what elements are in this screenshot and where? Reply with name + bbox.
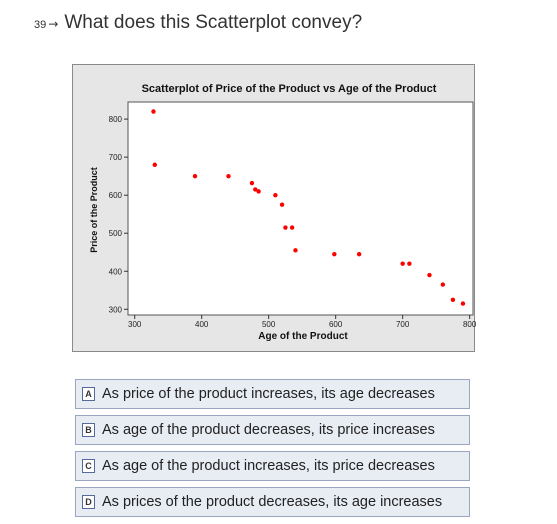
choice-a-text: As price of the product increases, its a… xyxy=(102,386,435,402)
y-tick-label: 600 xyxy=(109,191,123,200)
y-tick-label: 700 xyxy=(109,153,123,162)
choice-d-text: As prices of the product decreases, its … xyxy=(102,494,443,510)
scatter-point xyxy=(450,297,456,302)
scatter-point xyxy=(356,251,362,257)
scatter-point xyxy=(283,225,288,230)
scatter-point xyxy=(427,272,432,278)
choice-b-letter: B xyxy=(82,423,95,437)
question-number: 39 xyxy=(34,19,47,31)
y-axis-label: Price of the Product xyxy=(89,167,99,253)
choice-b[interactable]: B As age of the product decreases, its p… xyxy=(75,415,470,445)
scatter-point xyxy=(440,282,446,287)
x-tick-label: 500 xyxy=(262,320,276,329)
scatter-point xyxy=(151,109,156,114)
y-tick-label: 800 xyxy=(109,115,123,124)
scatter-point xyxy=(332,251,337,257)
choice-d-letter: D xyxy=(82,495,95,509)
scatterplot-figure: Scatterplot of Price of the Product vs A… xyxy=(72,64,476,352)
scatter-point xyxy=(279,202,285,207)
chart-title: Scatterplot of Price of the Product vs A… xyxy=(142,83,437,95)
scatter-point xyxy=(152,162,157,167)
scatterplot-chart: Scatterplot of Price of the Product vs A… xyxy=(89,83,476,342)
scatter-point xyxy=(226,173,231,179)
choice-c[interactable]: C As age of the product increases, its p… xyxy=(75,451,470,481)
scatter-point xyxy=(460,301,466,306)
choice-b-text: As age of the product decreases, its pri… xyxy=(102,422,435,438)
question-text: What does this Scatterplot convey? xyxy=(64,12,363,33)
choice-c-letter: C xyxy=(82,459,95,473)
scatter-point xyxy=(289,225,295,230)
choice-a[interactable]: A As price of the product increases, its… xyxy=(75,379,470,409)
scatter-point xyxy=(400,261,405,266)
y-tick-label: 400 xyxy=(109,267,123,276)
scatter-point xyxy=(253,187,258,192)
x-tick-label: 800 xyxy=(463,320,476,329)
x-axis-label: Age of the Product xyxy=(258,331,348,342)
scatter-point xyxy=(192,173,198,179)
question-header: 39 → What does this Scatterplot convey? xyxy=(34,12,362,34)
x-tick-label: 300 xyxy=(128,320,142,329)
scatter-point xyxy=(256,189,261,194)
y-tick-label: 300 xyxy=(109,305,123,314)
x-tick-label: 700 xyxy=(396,320,410,329)
scatter-point xyxy=(293,248,298,253)
plot-area xyxy=(127,101,474,316)
choice-a-letter: A xyxy=(82,387,95,401)
right-arrow-icon: → xyxy=(48,17,59,31)
choice-d[interactable]: D As prices of the product decreases, it… xyxy=(75,487,470,517)
choice-c-text: As age of the product increases, its pri… xyxy=(102,458,435,474)
scatter-point xyxy=(249,180,255,186)
scatter-point xyxy=(273,192,278,198)
scatter-point xyxy=(407,261,412,266)
x-tick-label: 600 xyxy=(329,320,343,329)
x-tick-label: 400 xyxy=(195,320,209,329)
y-tick-label: 500 xyxy=(109,229,123,238)
